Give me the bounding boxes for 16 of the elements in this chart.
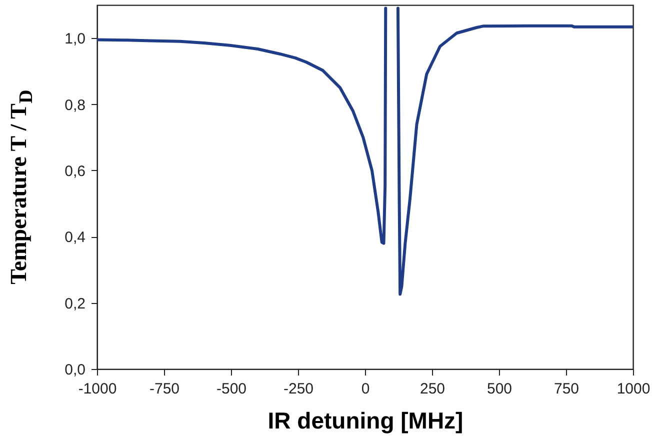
x-tick-label: -750 <box>149 380 180 398</box>
x-tick-label: 750 <box>554 380 580 398</box>
y-tick-label: 0,8 <box>64 96 86 114</box>
x-tick-label: -500 <box>216 380 247 398</box>
x-axis-title: IR detuning [MHz] <box>268 408 464 434</box>
x-tick-label: 250 <box>420 380 446 398</box>
y-tick-label: 0,4 <box>64 229 86 246</box>
y-tick-label: 0,0 <box>64 362 86 378</box>
x-tick-label: -1000 <box>78 380 117 398</box>
y-tick-label: 1,0 <box>64 30 86 48</box>
y-tick-label: 0,2 <box>64 295 86 312</box>
y-tick-label: 0,6 <box>64 162 86 180</box>
x-tick-label: 0 <box>361 380 370 398</box>
x-tick-label: 1000 <box>616 380 650 398</box>
x-tick-label: -250 <box>283 380 314 398</box>
x-tick-label: 500 <box>486 380 512 398</box>
